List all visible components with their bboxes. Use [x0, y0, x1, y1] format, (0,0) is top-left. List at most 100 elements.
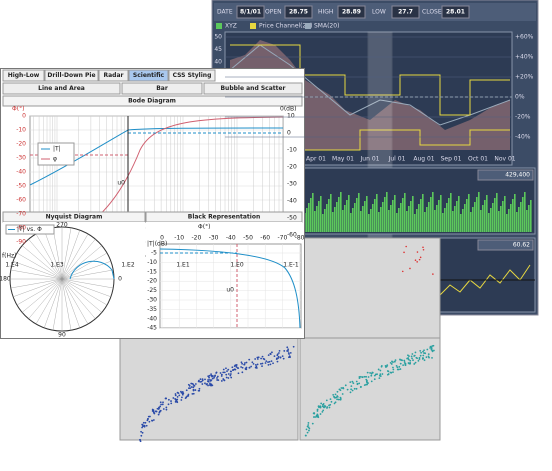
y-tick-label: -20%	[515, 114, 531, 121]
volume-bar	[498, 211, 500, 232]
volume-bar	[422, 194, 424, 232]
scatter-dot	[167, 398, 170, 401]
tab[interactable]	[203, 82, 303, 95]
scatter-dot	[407, 358, 410, 361]
scatter-dot	[165, 397, 167, 400]
header-label: HIGH	[318, 9, 333, 16]
spoke	[61, 278, 102, 313]
scatter-dot	[260, 357, 263, 360]
scatter-dot	[373, 378, 376, 381]
header-label: LOW	[372, 9, 386, 16]
scatter-dot	[418, 258, 421, 261]
volume-bar	[472, 207, 474, 232]
tab[interactable]	[121, 82, 203, 95]
scatter-dot	[414, 361, 417, 364]
scatter-dot	[326, 407, 328, 409]
scatter-dot	[245, 361, 248, 364]
spoke	[44, 278, 63, 328]
spoke	[52, 227, 63, 280]
scatter-dot	[208, 376, 210, 379]
scatter-dot	[192, 386, 195, 389]
scatter-dot	[261, 362, 264, 365]
volume-bar	[460, 214, 462, 232]
y2-tick-label: -60	[287, 232, 297, 239]
x-tick-label: 1.E-1	[283, 262, 299, 269]
spoke	[28, 278, 63, 319]
scatter-dot	[355, 380, 358, 383]
volume-bar	[500, 206, 502, 232]
header-value-box	[284, 5, 313, 19]
scatter-dot	[267, 363, 270, 366]
header-label: DATE	[217, 9, 233, 16]
volume-bar	[360, 211, 362, 232]
scatter-dot	[416, 261, 418, 263]
y-tick-label: 0%	[515, 94, 525, 101]
y-tick-label: 50	[214, 34, 222, 41]
scatter-dot	[197, 389, 200, 392]
scatter-dot	[241, 371, 244, 374]
tab[interactable]	[168, 69, 216, 82]
scatter-dot	[230, 370, 232, 373]
scatter-dot	[419, 256, 422, 259]
scatter-dot	[240, 366, 243, 368]
tab[interactable]	[44, 69, 99, 82]
scatter-dot	[231, 366, 234, 369]
volume-bar	[462, 209, 464, 232]
scatter-dot	[223, 379, 226, 382]
scatter-dot	[339, 389, 342, 392]
tab[interactable]	[128, 69, 169, 82]
scatter-dot	[426, 348, 429, 351]
scatter-dot	[248, 366, 251, 369]
scatter-dot	[432, 344, 435, 347]
legend-swatch	[216, 23, 222, 29]
scatter-dot	[185, 389, 188, 392]
legend-swatch	[305, 23, 311, 29]
volume-bar	[440, 195, 442, 232]
scatter-dot	[159, 401, 162, 404]
y-tick-label: -40	[147, 315, 157, 322]
volume-bar	[414, 214, 416, 232]
volume-bar	[386, 192, 388, 232]
nyquist-legend	[5, 224, 55, 235]
volume-bar	[372, 204, 374, 232]
scatter-dot	[211, 375, 213, 378]
tab-label: High-Low	[8, 72, 40, 79]
y-tick-label: -60	[16, 197, 26, 204]
scatter-dot	[346, 388, 349, 391]
x-tick-label: -50	[243, 235, 253, 242]
tab[interactable]	[2, 69, 45, 82]
scatter-dot	[407, 357, 410, 359]
spoke	[61, 230, 80, 280]
legend-entry: |T| vs. Φ	[17, 226, 42, 233]
scatter-dot	[207, 378, 210, 381]
volume-bar	[442, 213, 444, 232]
scatter-dot	[161, 403, 164, 406]
volume-bar	[342, 210, 344, 232]
scatter-dot	[194, 389, 197, 391]
volume-bar	[350, 213, 352, 232]
spoke	[61, 278, 72, 331]
scatter-dot	[387, 373, 390, 375]
sma-line	[229, 44, 511, 126]
scatter-dot	[269, 352, 272, 355]
scatter-dot	[329, 398, 332, 401]
y-tick-label: -20	[16, 141, 26, 148]
volume-bar	[324, 209, 326, 232]
scatter-dot	[305, 428, 308, 431]
scatter-dot	[145, 424, 148, 427]
y-tick-label: -40%	[515, 134, 531, 141]
tab[interactable]	[2, 82, 121, 95]
scatter-dot	[270, 360, 273, 363]
scatter-dot	[422, 354, 425, 357]
scatter-dot	[380, 365, 383, 368]
scatter-dot	[411, 353, 414, 355]
scatter-dot	[261, 365, 263, 368]
scatter-dot	[366, 371, 369, 374]
scatter-dot	[378, 377, 381, 380]
volume-bar	[514, 194, 516, 232]
tab[interactable]	[98, 69, 129, 82]
x-tick-label: Jun 01	[360, 156, 380, 163]
volume-bar	[480, 210, 482, 232]
volume-bar	[428, 202, 430, 232]
scatter-dot	[350, 388, 353, 391]
